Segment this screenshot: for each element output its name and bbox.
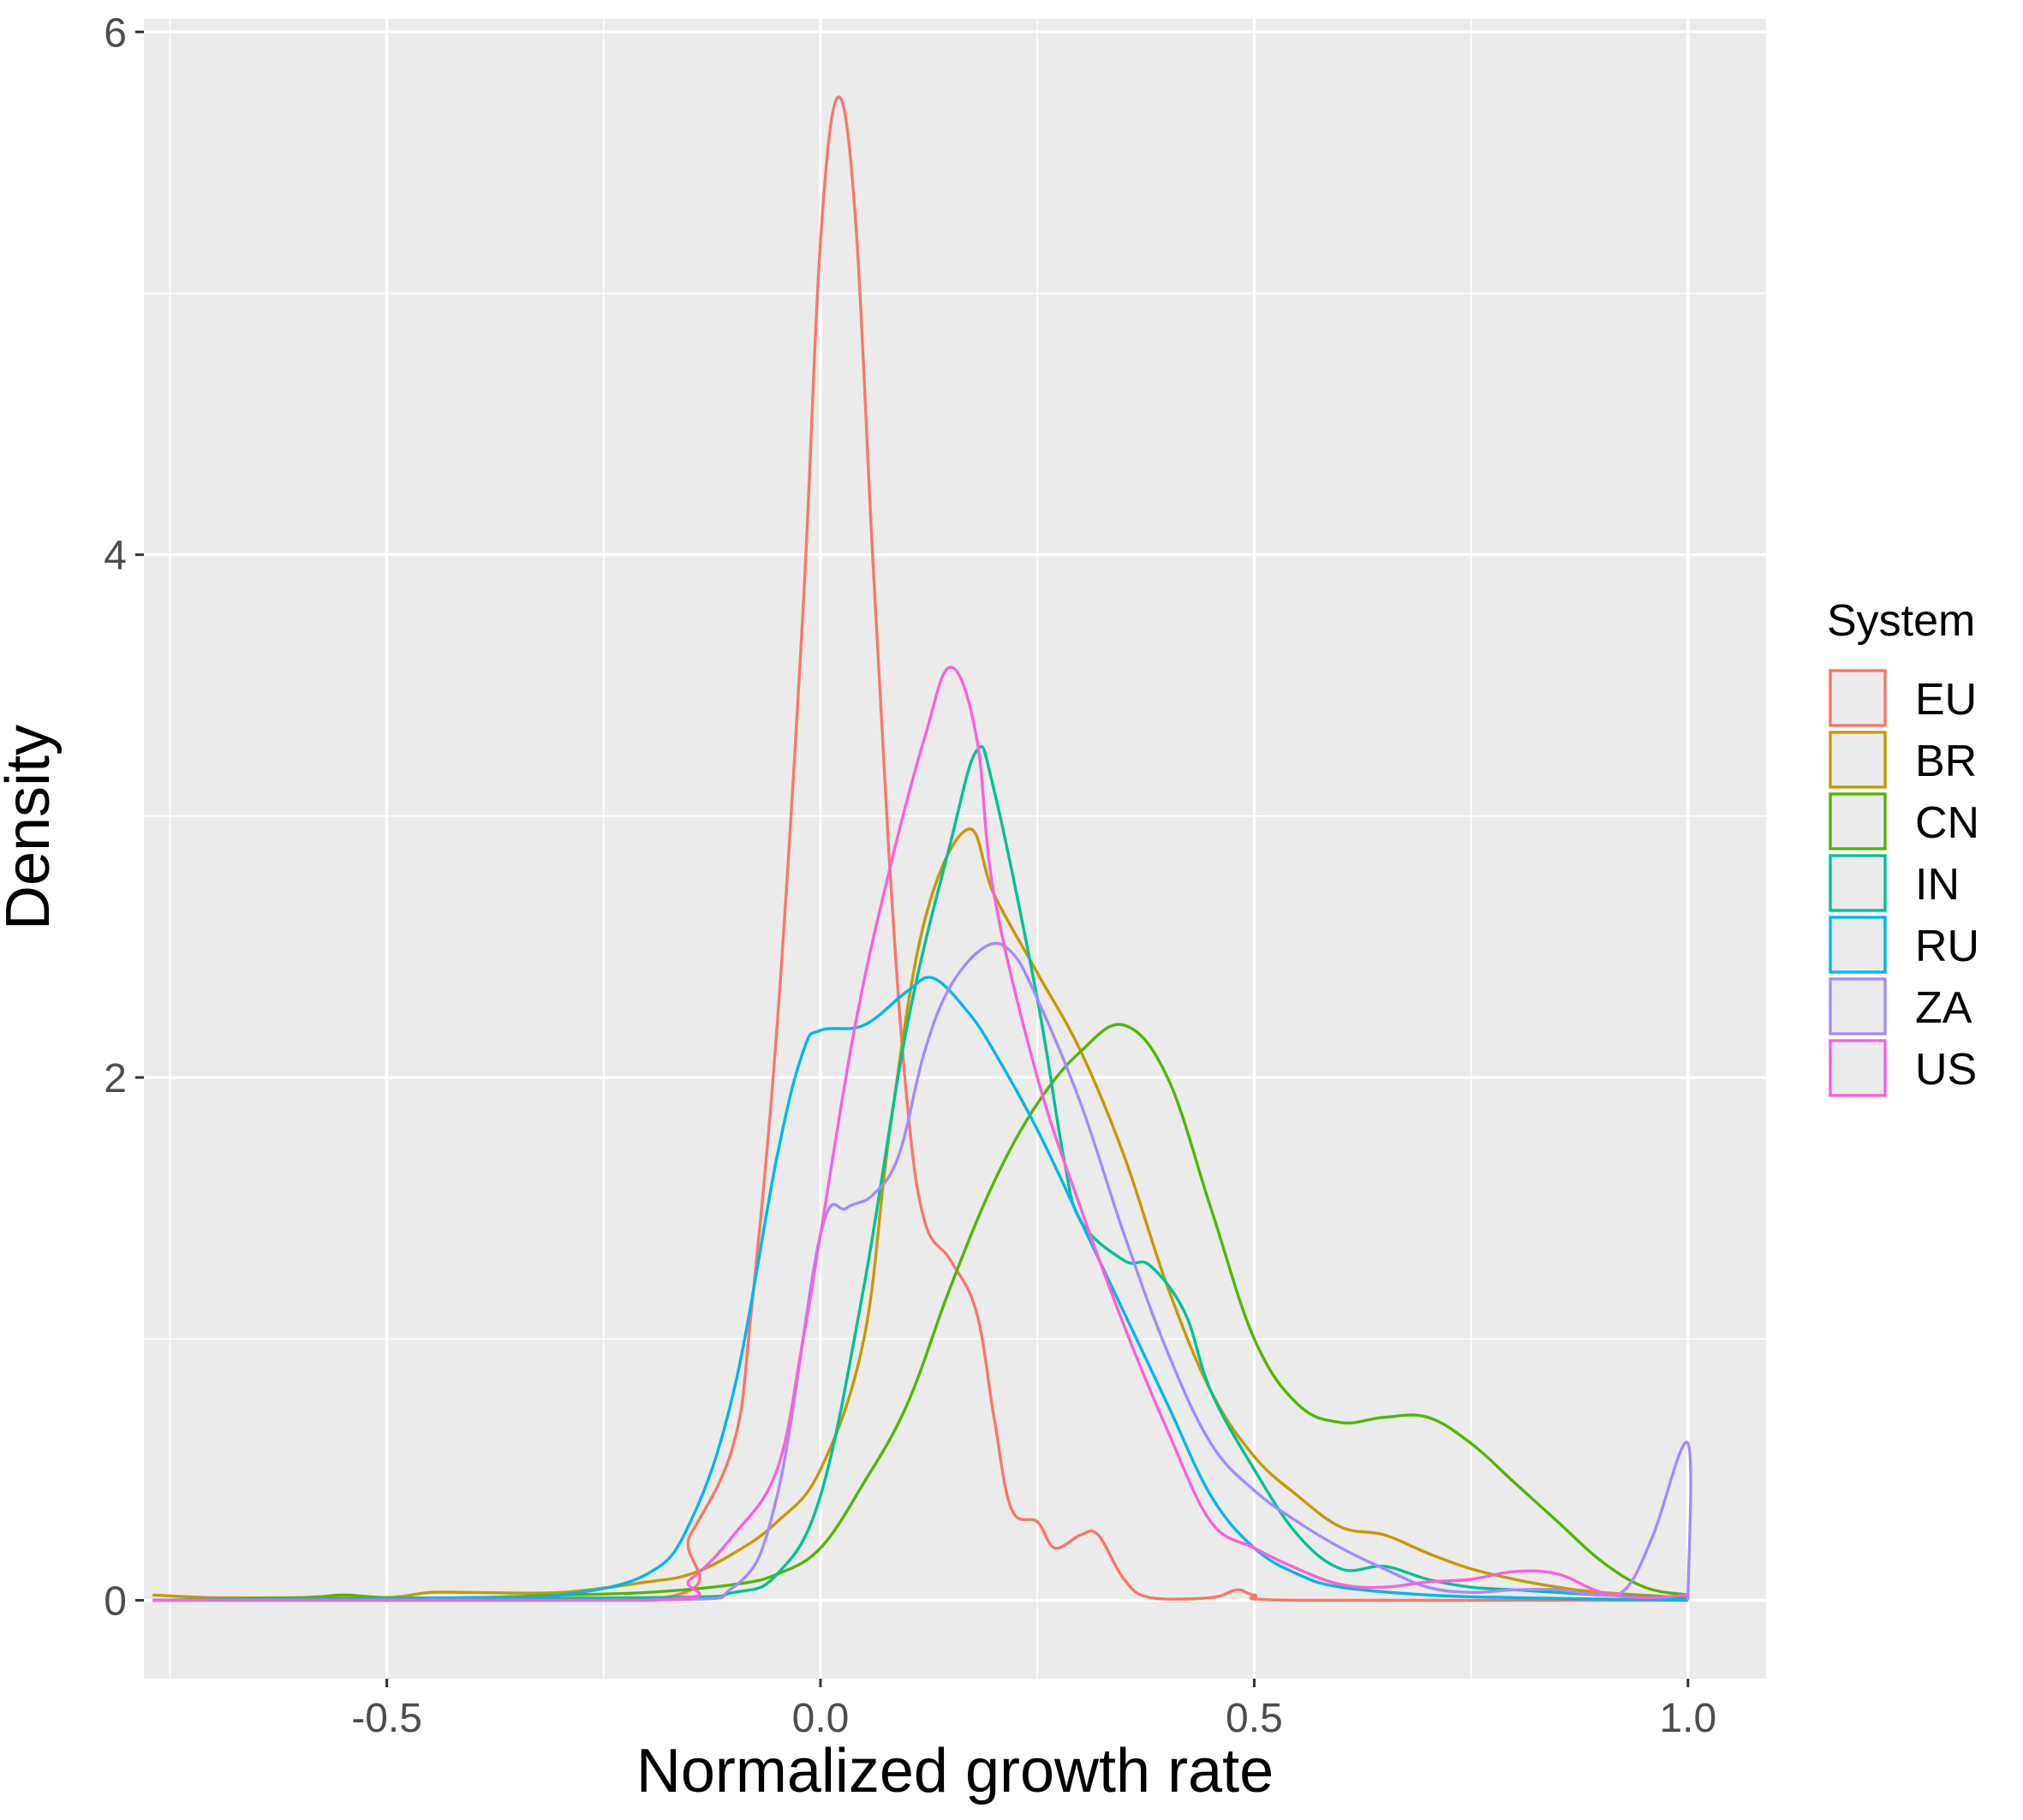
legend-label-br: BR (1915, 737, 1977, 786)
legend-key-eu (1829, 669, 1887, 727)
legend-key-cn (1829, 792, 1887, 850)
density-line-eu (152, 95, 1688, 1602)
legend-key-za (1829, 977, 1887, 1035)
y-tick-label: 2 (104, 1056, 127, 1101)
legend-key-br (1829, 731, 1887, 789)
x-tick-label: 0.0 (792, 1696, 850, 1741)
legend-label-in: IN (1915, 860, 1960, 910)
legend-label-us: US (1915, 1045, 1977, 1095)
legend-label-za: ZA (1915, 983, 1972, 1033)
density-line-br (152, 827, 1688, 1600)
y-tick-label: 6 (104, 10, 127, 56)
legend-title: System (1827, 596, 1975, 646)
y-tick-label: 4 (104, 534, 127, 579)
minor-gridlines (144, 19, 1766, 1679)
x-axis: -0.5 0.0 0.5 1.0 (351, 1679, 1716, 1741)
x-tick-label: 1.0 (1659, 1696, 1716, 1741)
y-axis: 0 2 4 6 (104, 10, 144, 1624)
density-line-us (152, 665, 1688, 1602)
x-tick-label: 0.5 (1226, 1696, 1283, 1741)
x-axis-title: Normalized growth rate (636, 1737, 1274, 1805)
density-line-za (152, 941, 1692, 1602)
y-axis-title: Density (0, 725, 63, 930)
legend: System EU BR CN IN RU ZA US (1827, 596, 1979, 1097)
major-gridlines (144, 19, 1766, 1679)
density-line-in (152, 745, 1688, 1602)
legend-key-in (1829, 854, 1887, 912)
legend-label-ru: RU (1915, 922, 1979, 971)
legend-key-us (1829, 1039, 1887, 1097)
density-lines (152, 95, 1692, 1602)
legend-label-cn: CN (1915, 798, 1979, 848)
y-tick-label: 0 (104, 1578, 127, 1624)
legend-key-ru (1829, 916, 1887, 974)
x-tick-label: -0.5 (351, 1696, 422, 1741)
plot-panel (144, 19, 1766, 1679)
legend-label-eu: EU (1915, 675, 1977, 725)
